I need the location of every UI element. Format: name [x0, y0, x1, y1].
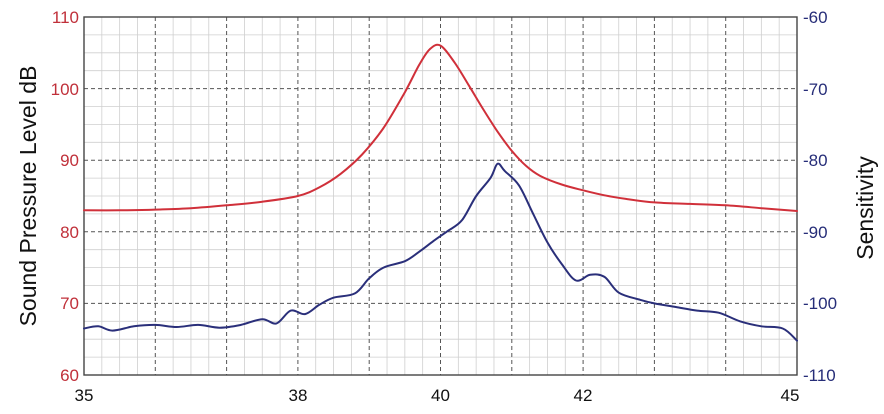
right-tick-label: -110 [803, 366, 836, 385]
right-tick-label: -60 [803, 8, 828, 27]
left-tick-label: 80 [60, 223, 79, 242]
left-axis-ticks: 60 70 80 90 100 110 [51, 8, 79, 385]
right-axis-title: Sensitivity [852, 156, 878, 260]
sound-pressure-level-line [83, 43, 798, 212]
right-axis-ticks: -60 -70 -80 -90 -100 -110 [803, 8, 837, 385]
right-tick-label: -80 [803, 151, 828, 170]
left-tick-label: 70 [60, 294, 79, 313]
minor-gridlines [84, 17, 797, 375]
plot-frame [83, 16, 798, 376]
right-tick-label: -100 [803, 294, 837, 313]
x-tick-label: 45 [781, 386, 800, 405]
left-tick-label: 90 [60, 151, 79, 170]
left-tick-label: 60 [60, 366, 79, 385]
left-axis-title: Sound Pressure Level dB [15, 66, 41, 327]
x-tick-label: 42 [574, 386, 593, 405]
left-tick-label: 100 [51, 80, 79, 99]
x-tick-label: 35 [75, 386, 94, 405]
right-tick-label: -70 [803, 80, 828, 99]
left-tick-label: 110 [52, 8, 79, 27]
sensitivity-line [83, 162, 798, 342]
right-tick-label: -90 [803, 223, 828, 242]
x-tick-label: 38 [289, 386, 308, 405]
x-axis-ticks: 35 38 40 42 45 [75, 386, 800, 405]
x-tick-label: 40 [431, 386, 450, 405]
